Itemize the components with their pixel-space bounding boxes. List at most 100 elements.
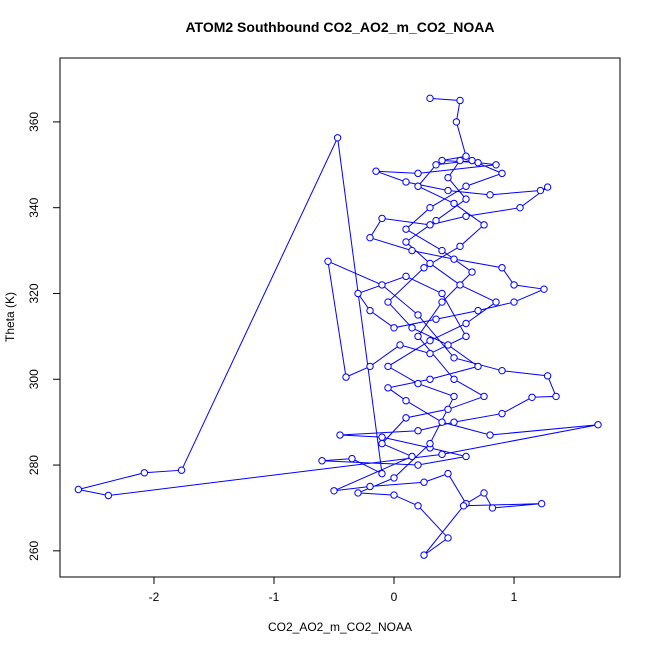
data-point [462,212,470,220]
data-point [444,341,452,349]
chart-title: ATOM2 Southbound CO2_AO2_m_CO2_NOAA [185,19,494,35]
data-point [456,96,464,105]
series-line [78,97,599,556]
data-point [366,482,374,491]
data-point [348,454,356,463]
data-point [438,298,446,306]
data-point [552,392,560,401]
data-point [420,551,428,559]
data-point [384,298,392,306]
x-tick-label: 1 [511,590,518,604]
data-point [414,427,422,435]
data-point [354,289,362,298]
y-tick-label: 340 [27,197,41,217]
data-point [486,191,494,199]
data-point [510,281,518,289]
data-point [414,169,422,178]
data-point [390,324,398,332]
data-point [378,439,386,448]
data-point [462,182,470,190]
data-point [456,281,464,289]
data-point [480,221,488,229]
data-point [426,221,434,229]
data-point [426,336,434,345]
data-point [480,392,488,401]
data-point [432,216,440,225]
data-point [474,362,482,371]
data-point [426,349,434,358]
data-point [594,421,602,429]
data-point [537,499,546,508]
data-point [384,384,392,392]
data-point [390,474,398,482]
data-point [462,152,470,160]
data-point [378,469,386,478]
data-point [402,397,410,405]
data-point [318,457,326,465]
data-point [402,414,410,422]
data-point [378,214,386,223]
y-axis-label: Theta (K) [3,292,17,342]
data-point [498,409,506,418]
data-point [396,341,404,349]
data-point [444,534,452,542]
data-point [444,469,452,478]
data-point [402,238,410,246]
data-point [492,298,500,306]
data-point [74,485,83,494]
data-point [177,466,186,474]
data-point [488,504,497,512]
y-tick-label: 260 [27,541,41,561]
data-point [444,173,452,182]
data-point [438,156,446,165]
data-point [104,491,113,500]
data-point [378,433,386,441]
data-point [414,461,422,469]
data-point [426,203,434,212]
data-point [450,354,458,362]
y-tick-label: 320 [27,283,41,303]
data-point [378,281,386,289]
y-tick-label: 280 [27,455,41,475]
data-point [456,242,464,250]
data-point [384,362,392,371]
data-point [543,183,552,191]
data-point [468,268,476,276]
data-point [366,306,374,315]
data-point [408,324,416,332]
data-point [330,487,338,495]
data-point [450,375,458,383]
data-point [372,167,380,175]
data-point [426,439,434,448]
data-point [438,450,446,459]
data-point [450,255,458,263]
data-point [444,186,452,195]
data-point [420,264,428,272]
data-point [354,489,362,497]
data-point [390,491,398,499]
data-point [414,311,422,319]
data-point [450,418,458,426]
data-point [543,372,552,380]
data-point [426,259,434,268]
data-point [498,264,506,272]
data-point [438,418,446,426]
data-point [528,393,536,401]
x-tick-label: -1 [269,590,280,604]
data-point [414,182,422,190]
data-point [324,257,332,266]
data-point [459,502,468,510]
x-tick-label: -2 [149,590,160,604]
data-point [540,285,548,293]
y-tick-label: 360 [27,112,41,132]
data-point [462,332,470,341]
data-point [414,502,422,510]
data-point [462,195,470,203]
x-axis-label: CO2_AO2_m_CO2_NOAA [268,620,412,634]
data-point [516,203,524,212]
data-point [438,246,446,255]
data-point [408,246,416,255]
data-point [366,234,374,242]
data-point [498,169,506,178]
